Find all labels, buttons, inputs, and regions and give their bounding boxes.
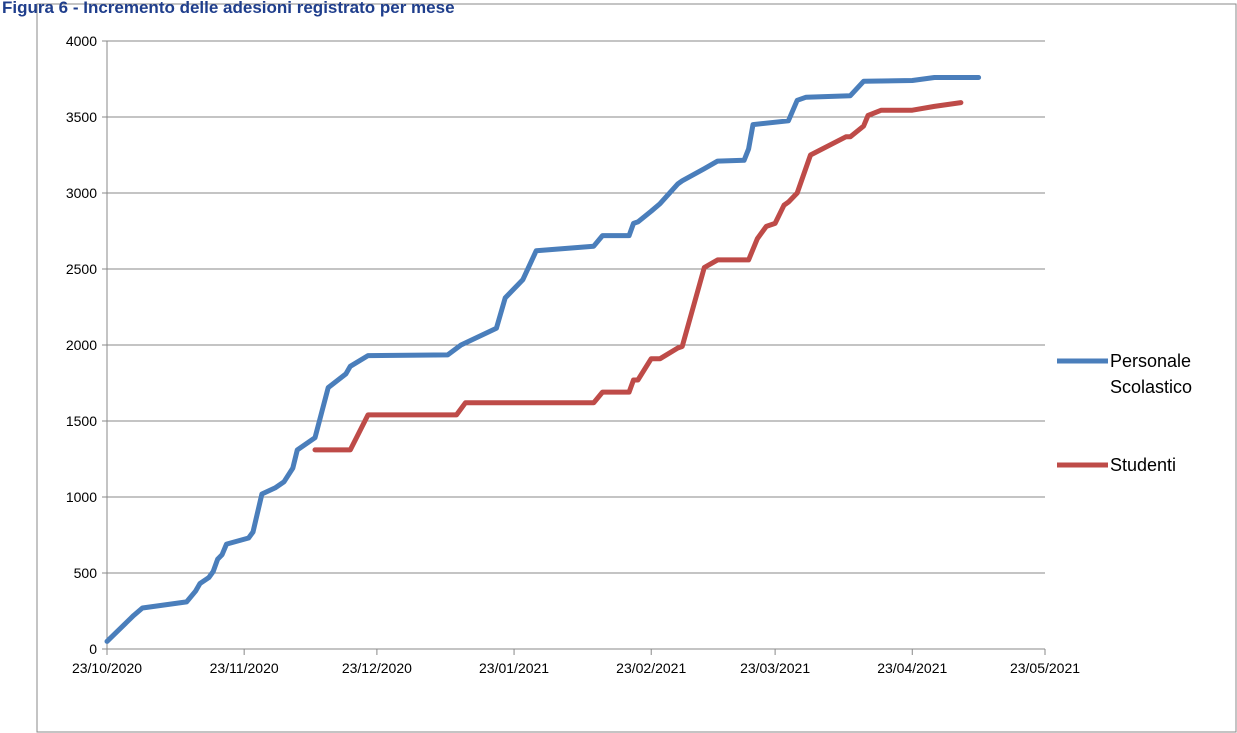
legend-label: Personale Scolastico: [1110, 351, 1193, 397]
line-series: [312, 100, 964, 453]
x-tick-label: 23/11/2020: [210, 660, 279, 676]
x-tick-label: 23/12/2020: [342, 660, 412, 676]
x-tick-label: 23/03/2021: [740, 660, 810, 676]
x-tick-label: 23/02/2021: [616, 660, 686, 676]
chart-title: Figura 6 - Incremento delle adesioni reg…: [2, 0, 455, 17]
y-tick-label: 0: [89, 641, 97, 657]
y-tick-label: 1000: [66, 489, 97, 505]
line-series: [104, 75, 982, 644]
x-tick-label: 23/04/2021: [877, 660, 947, 676]
legend-label: Studenti: [1110, 455, 1177, 475]
y-tick-label: 2000: [66, 337, 97, 353]
y-tick-label: 1500: [66, 413, 97, 429]
x-tick-label: 23/01/2021: [479, 660, 549, 676]
y-tick-label: 3000: [66, 185, 97, 201]
y-tick-label: 3500: [66, 109, 97, 125]
x-tick-label: 23/10/2020: [72, 660, 142, 676]
y-tick-label: 2500: [66, 261, 97, 277]
y-tick-label: 500: [74, 565, 98, 581]
chart-border: [36, 3, 1237, 733]
x-tick-label: 23/05/2021: [1010, 660, 1080, 676]
y-tick-label: 4000: [66, 33, 97, 49]
